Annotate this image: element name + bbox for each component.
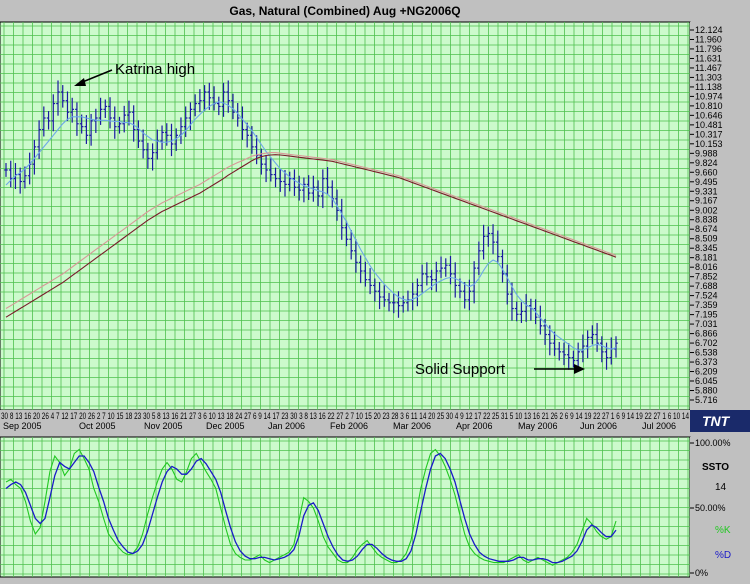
y-tick-label: 8.838	[695, 215, 718, 225]
y-tick-label: 6.866	[695, 329, 718, 339]
y-tick-label: 9.167	[695, 196, 718, 206]
y-tick-label: 11.960	[695, 34, 722, 44]
ind-y-tick-label: 100.00%	[695, 438, 731, 448]
indicator-panel	[0, 436, 691, 578]
indicator-name: SSTO	[702, 462, 729, 473]
y-tick-label: 9.495	[695, 177, 718, 187]
y-tick-label: 9.002	[695, 205, 718, 215]
x-day-ticks: 30 8 13 16 20 26 4 7 12 17 20 26 2 7 10 …	[1, 411, 689, 421]
y-tick-label: 10.481	[695, 120, 723, 130]
stoch-d-line	[5, 452, 617, 564]
y-tick-label: 7.524	[695, 291, 718, 301]
moving-average-line	[5, 101, 617, 351]
x-month-label: Apr 2006	[456, 421, 493, 431]
y-tick-label: 9.824	[695, 158, 718, 168]
x-month-label: Jan 2006	[268, 421, 305, 431]
y-tick-label: 11.796	[695, 44, 722, 54]
y-tick-label: 8.181	[695, 253, 718, 263]
moving-average-line	[5, 154, 617, 318]
y-tick-label: 6.373	[695, 357, 718, 367]
y-axis-panel	[690, 22, 750, 410]
x-month-label: Mar 2006	[393, 421, 431, 431]
y-tick-label: 6.045	[695, 376, 718, 386]
y-tick-label: 10.153	[695, 139, 723, 149]
y-tick-label: 5.716	[695, 395, 718, 405]
x-axis-panel	[0, 410, 690, 432]
moving-average-line	[5, 152, 617, 309]
logo-text: TNT	[702, 413, 731, 429]
y-tick-label: 7.195	[695, 310, 718, 320]
y-tick-label: 7.852	[695, 272, 718, 282]
x-month-label: Nov 2005	[144, 421, 183, 431]
y-tick-label: 11.303	[695, 72, 722, 82]
x-month-label: Dec 2005	[206, 421, 245, 431]
y-tick-label: 11.467	[695, 63, 722, 73]
chart-title: Gas, Natural (Combined) Aug +NG2006Q	[229, 4, 461, 18]
y-tick-label: 9.331	[695, 186, 718, 196]
y-tick-label: 9.660	[695, 167, 718, 177]
y-tick-label: 7.031	[695, 319, 718, 329]
y-tick-label: 6.702	[695, 338, 718, 348]
x-month-label: May 2006	[518, 421, 558, 431]
y-tick-label: 12.124	[695, 25, 723, 35]
ind-y-tick-label: 0%	[695, 568, 708, 578]
indicator-period: 14	[715, 482, 727, 493]
indicator-d-label: %D	[715, 550, 731, 561]
indicator-k-label: %K	[715, 525, 731, 536]
y-tick-label: 11.631	[695, 53, 722, 63]
y-tick-label: 11.138	[695, 82, 722, 92]
y-tick-label: 10.317	[695, 129, 723, 139]
y-tick-label: 9.988	[695, 148, 718, 158]
y-tick-label: 10.810	[695, 101, 723, 111]
y-tick-label: 10.974	[695, 91, 723, 101]
solid-support-label: Solid Support	[415, 361, 506, 378]
x-month-label: Feb 2006	[330, 421, 368, 431]
y-tick-label: 5.880	[695, 386, 718, 396]
y-tick-label: 7.688	[695, 281, 718, 291]
x-month-label: Sep 2005	[3, 421, 42, 431]
y-tick-label: 10.646	[695, 110, 723, 120]
x-month-label: Oct 2005	[79, 421, 116, 431]
y-tick-label: 8.345	[695, 243, 718, 253]
y-tick-label: 6.209	[695, 367, 718, 377]
ind-axis-panel	[690, 437, 750, 584]
ind-y-tick-label: 50.00%	[695, 503, 726, 513]
y-tick-label: 8.016	[695, 262, 718, 272]
support-arrowhead	[574, 364, 585, 374]
katrina-high-label: Katrina high	[115, 61, 195, 78]
y-tick-label: 6.538	[695, 348, 718, 358]
katrina-arrowhead	[74, 78, 86, 86]
x-month-label: Jul 2006	[642, 421, 676, 431]
katrina-arrow	[79, 69, 113, 84]
y-tick-label: 7.359	[695, 300, 718, 310]
x-month-label: Jun 2006	[580, 421, 617, 431]
y-tick-label: 8.509	[695, 234, 718, 244]
y-tick-label: 8.674	[695, 224, 718, 234]
logo-box	[690, 410, 750, 432]
